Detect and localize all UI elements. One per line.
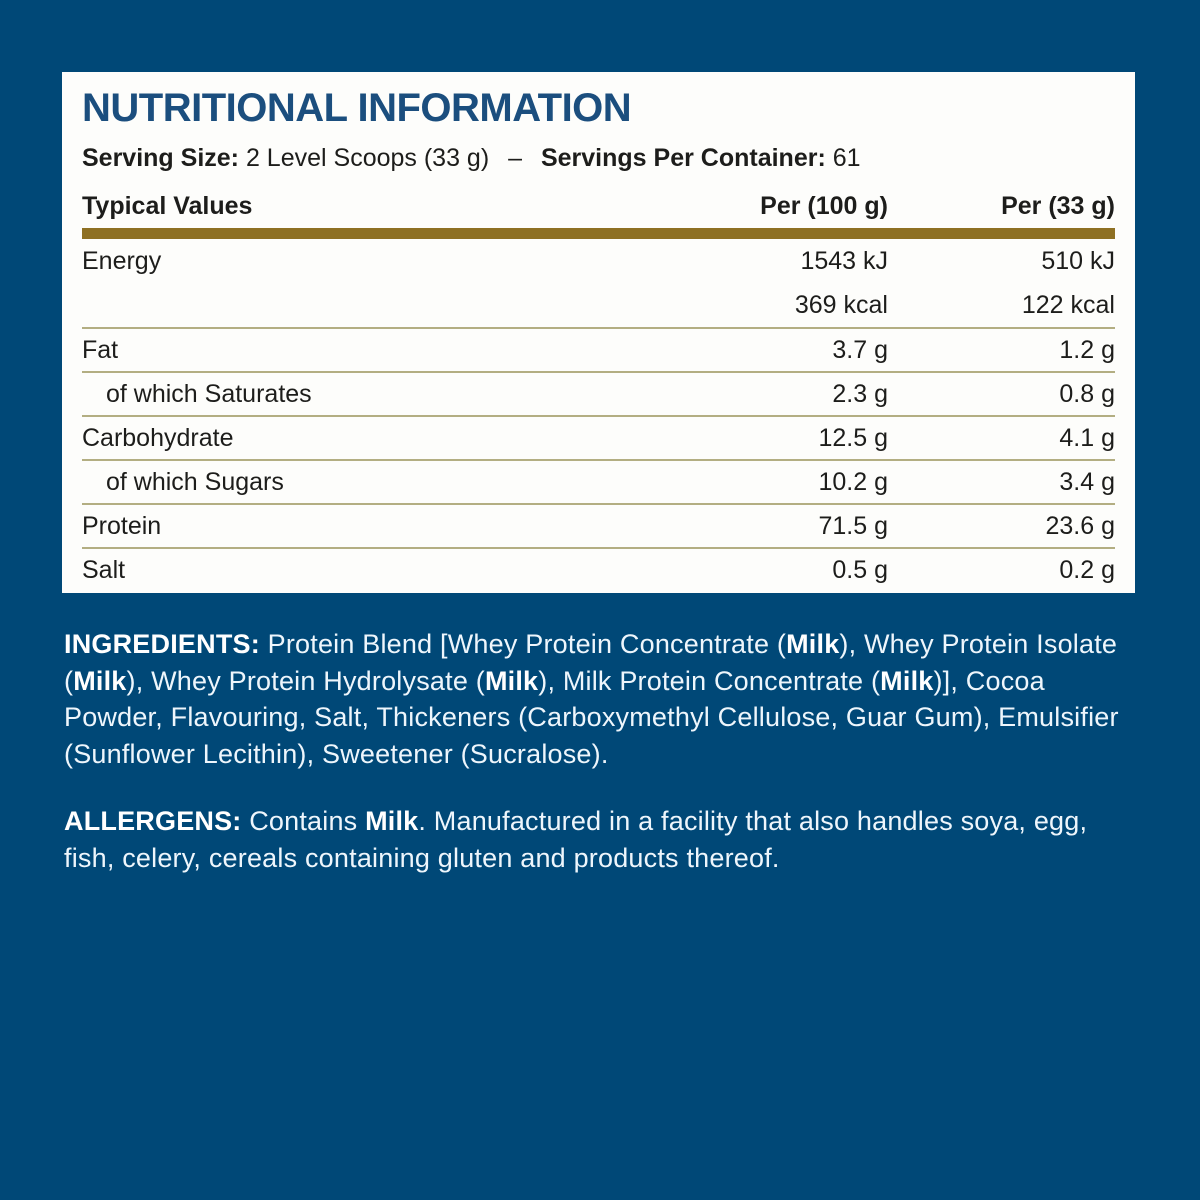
col-header-per-100g: Per (100 g) (760, 192, 888, 220)
ingredients-label: INGREDIENTS: (64, 629, 260, 659)
servings-per-container-value: 61 (832, 144, 861, 172)
value-per-100g: 12.5 g (818, 423, 888, 452)
value-per-33g: 122 kcal (1021, 290, 1115, 319)
bold-allergen-term: Milk (365, 806, 419, 836)
table-row: Protein 71.5 g 23.6 g (82, 503, 1115, 547)
bold-allergen-term: Milk (73, 665, 127, 696)
value-per-33g: 0.8 g (1059, 379, 1115, 408)
row-label: Protein (82, 511, 162, 540)
value-per-100g: 3.7 g (832, 335, 888, 364)
bold-allergen-term: Milk (484, 665, 539, 696)
value-per-33g: 4.1 g (1059, 423, 1115, 452)
row-label: Fat (82, 335, 119, 364)
table-header-row: Typical Values Per (100 g) Per (33 g) (82, 192, 1115, 221)
allergens-paragraph: ALLERGENS: Contains Milk. Manufactured i… (64, 806, 1088, 873)
row-label: Salt (82, 555, 126, 584)
table-header-divider (82, 228, 1115, 239)
value-per-33g: 3.4 g (1059, 467, 1115, 496)
nutrition-panel: NUTRITIONAL INFORMATION Serving Size: 2 … (62, 72, 1135, 593)
nutrition-table: Energy 1543 kJ 510 kJ 369 kcal 122 kcal Fat 3.… (82, 239, 1115, 591)
servings-per-container-label: Servings Per Container: (540, 144, 826, 172)
table-row: of which Saturates 2.3 g 0.8 g (82, 371, 1115, 415)
table-row: 369 kcal 122 kcal (82, 283, 1115, 327)
value-per-33g: 23.6 g (1045, 511, 1115, 540)
row-label: Carbohydrate (82, 423, 234, 452)
panel-title: NUTRITIONAL INFORMATION (82, 86, 632, 130)
row-label: of which Sugars (106, 467, 284, 496)
value-per-100g: 71.5 g (818, 511, 888, 540)
row-label: of which Saturates (106, 379, 312, 408)
row-label: Energy (82, 246, 162, 275)
bold-allergen-term: Milk (880, 665, 934, 696)
serving-size-value: 2 Level Scoops (33 g) (245, 144, 490, 172)
col-header-per-33g: Per (33 g) (1001, 192, 1115, 220)
value-per-100g: 1543 kJ (800, 246, 888, 275)
value-per-33g: 0.2 g (1059, 555, 1115, 584)
serving-size-label: Serving Size: (82, 144, 239, 172)
table-row: of which Sugars 10.2 g 3.4 g (82, 459, 1115, 503)
value-per-100g: 0.5 g (832, 555, 888, 584)
value-per-33g: 1.2 g (1059, 335, 1115, 364)
value-per-100g: 369 kcal (794, 290, 888, 319)
value-per-100g: 2.3 g (832, 379, 888, 408)
serving-line: Serving Size: 2 Level Scoops (33 g) – Se… (82, 144, 1115, 173)
table-row: Energy 1543 kJ 510 kJ (82, 239, 1115, 283)
allergens-label: ALLERGENS: (64, 806, 242, 836)
value-per-100g: 10.2 g (818, 467, 888, 496)
bold-allergen-term: Milk (786, 629, 840, 659)
serving-separator: – (508, 144, 523, 172)
ingredients-paragraph: INGREDIENTS: Protein Blend [Whey Protein… (64, 629, 1119, 769)
value-per-33g: 510 kJ (1041, 246, 1115, 275)
table-row: Salt 0.5 g 0.2 g (82, 547, 1115, 591)
col-header-typical-values: Typical Values (82, 192, 253, 220)
table-row: Carbohydrate 12.5 g 4.1 g (82, 415, 1115, 459)
table-row: Fat 3.7 g 1.2 g (82, 327, 1115, 371)
